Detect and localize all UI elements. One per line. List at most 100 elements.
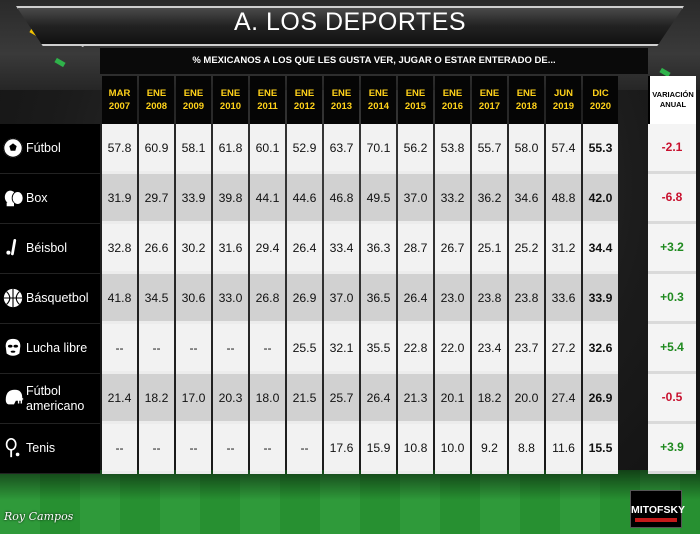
table-cell: 31.9 bbox=[102, 174, 137, 224]
table-cell: -- bbox=[139, 424, 174, 474]
variation-cell: -6.8 bbox=[648, 174, 696, 224]
table-cell: -- bbox=[102, 424, 137, 474]
table-cell: 26.9 bbox=[583, 374, 618, 424]
column-header-year: 2007 bbox=[108, 101, 131, 112]
column-header-month: ENE bbox=[331, 88, 352, 99]
column-header-year: 2010 bbox=[219, 101, 242, 112]
column-header-month: MAR bbox=[108, 88, 131, 99]
column-header-month: JUN bbox=[553, 88, 573, 99]
table-cell: 21.4 bbox=[102, 374, 137, 424]
column-header: ENE 2017 bbox=[472, 76, 507, 124]
table-cell: 33.0 bbox=[213, 274, 248, 324]
variation-cell: +5.4 bbox=[648, 324, 696, 374]
table-cell: 20.3 bbox=[213, 374, 248, 424]
table-cell: -- bbox=[102, 324, 137, 374]
table-cell: 32.1 bbox=[324, 324, 359, 374]
column-header-year: 2009 bbox=[182, 101, 205, 112]
column-header-year: 2012 bbox=[293, 101, 316, 112]
table-cell: 23.0 bbox=[435, 274, 470, 324]
table-cell: -- bbox=[176, 424, 211, 474]
table-cell: 60.1 bbox=[250, 124, 285, 174]
soccer-ball-icon bbox=[2, 137, 26, 161]
row-label-line: Fútbol bbox=[26, 383, 61, 398]
row-label-text: Béisbol bbox=[26, 241, 67, 255]
table-cell: 33.9 bbox=[176, 174, 211, 224]
column-header-month: ENE bbox=[405, 88, 426, 99]
row-label: Box bbox=[0, 174, 100, 224]
author-watermark: Roy Campos bbox=[4, 510, 74, 523]
column-header: ENE 2016 bbox=[435, 76, 470, 124]
row-labels: Fútbol Box Béisbol Básquetbol Lucha libre Fút… bbox=[0, 124, 100, 474]
soccer-field-background bbox=[0, 470, 700, 534]
table-row: -- -- -- -- -- 25.5 32.1 35.5 22.8 22.0 23.4 23.7 27… bbox=[102, 324, 618, 374]
table-cell: 29.7 bbox=[139, 174, 174, 224]
table-cell: 26.6 bbox=[139, 224, 174, 274]
column-header-month: ENE bbox=[442, 88, 463, 99]
table-cell: -- bbox=[213, 324, 248, 374]
table-cell: 28.7 bbox=[398, 224, 433, 274]
table-cell: 9.2 bbox=[472, 424, 507, 474]
table-cell: 39.8 bbox=[213, 174, 248, 224]
table-cell: 17.6 bbox=[324, 424, 359, 474]
logo-stripe bbox=[635, 518, 677, 522]
table-cell: -- bbox=[213, 424, 248, 474]
column-header-month: ENE bbox=[257, 88, 278, 99]
table-cell: 57.4 bbox=[546, 124, 581, 174]
tennis-racket-icon bbox=[2, 437, 26, 461]
wrestling-mask-icon bbox=[2, 337, 26, 361]
table-cell: 21.5 bbox=[287, 374, 322, 424]
variation-header-line: ANUAL bbox=[659, 100, 687, 109]
column-header-year: 2016 bbox=[441, 101, 464, 112]
column-header-year: 2013 bbox=[330, 101, 353, 112]
variation-header-line: VARIACIÓN bbox=[652, 90, 694, 99]
page-title: A. LOS DEPORTES bbox=[233, 8, 467, 36]
column-header: DIC 2020 bbox=[583, 76, 618, 124]
table-cell: 52.9 bbox=[287, 124, 322, 174]
table-cell: 26.4 bbox=[287, 224, 322, 274]
table-cell: 25.1 bbox=[472, 224, 507, 274]
table-cell: -- bbox=[176, 324, 211, 374]
boxing-gloves-icon bbox=[2, 187, 26, 211]
table-cell: 49.5 bbox=[361, 174, 396, 224]
basketball-icon bbox=[2, 287, 26, 311]
logo-text: MITOFSKY bbox=[631, 504, 686, 516]
column-header: ENE 2015 bbox=[398, 76, 433, 124]
table-cell: 18.0 bbox=[250, 374, 285, 424]
column-header-month: ENE bbox=[146, 88, 167, 99]
row-label-text: Fútbol bbox=[26, 141, 61, 155]
row-label: Lucha libre bbox=[0, 324, 100, 374]
table-cell: 63.7 bbox=[324, 124, 359, 174]
column-header-year: 2017 bbox=[478, 101, 501, 112]
table-cell: 20.1 bbox=[435, 374, 470, 424]
table-cell: 48.8 bbox=[546, 174, 581, 224]
column-header-row: MAR 2007 ENE 2008 ENE 2009 ENE 2010 ENE 2011 ENE 20… bbox=[102, 76, 618, 124]
column-header-month: ENE bbox=[368, 88, 389, 99]
table-cell: 21.3 bbox=[398, 374, 433, 424]
table-cell: 30.2 bbox=[176, 224, 211, 274]
table-cell: 41.8 bbox=[102, 274, 137, 324]
baseball-bat-icon bbox=[2, 237, 26, 261]
table-subtitle: % MEXICANOS A LOS QUE LES GUSTA VER, JUG… bbox=[100, 48, 648, 74]
table-cell: 35.5 bbox=[361, 324, 396, 374]
table-cell: 37.0 bbox=[324, 274, 359, 324]
row-label: Fútbol americano bbox=[0, 374, 100, 424]
column-header: ENE 2013 bbox=[324, 76, 359, 124]
column-header-month: ENE bbox=[516, 88, 537, 99]
table-cell: -- bbox=[139, 324, 174, 374]
table-cell: 36.5 bbox=[361, 274, 396, 324]
table-cell: 20.0 bbox=[509, 374, 544, 424]
column-header-year: 2011 bbox=[257, 101, 278, 112]
column-header-year: 2015 bbox=[404, 101, 427, 112]
table-cell: 53.8 bbox=[435, 124, 470, 174]
table-row: 21.4 18.2 17.0 20.3 18.0 21.5 25.7 26.4 21.3 20.1… bbox=[102, 374, 618, 424]
row-label: Béisbol bbox=[0, 224, 100, 274]
table-cell: 31.2 bbox=[546, 224, 581, 274]
table-cell: -- bbox=[287, 424, 322, 474]
table-cell: 26.9 bbox=[287, 274, 322, 324]
mitofsky-logo: MITOFSKY bbox=[630, 490, 686, 528]
column-header: ENE 2011 bbox=[250, 76, 285, 124]
variation-cell: +0.3 bbox=[648, 274, 696, 324]
variation-cell: +3.2 bbox=[648, 224, 696, 274]
table-cell: 25.7 bbox=[324, 374, 359, 424]
table-cell: 36.3 bbox=[361, 224, 396, 274]
